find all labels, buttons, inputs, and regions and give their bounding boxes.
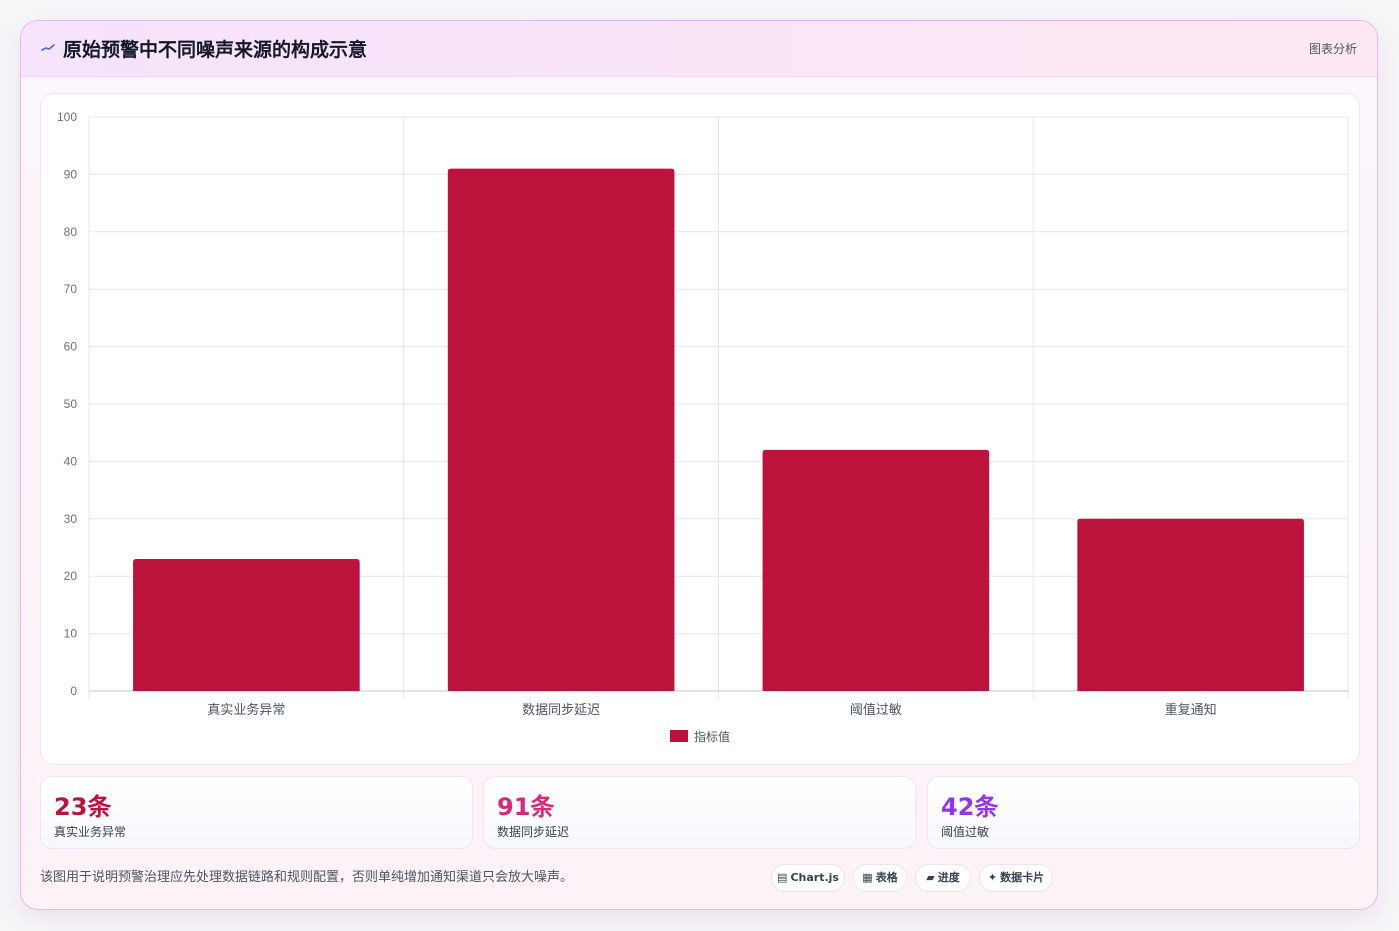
y-tick-label: 0	[70, 684, 77, 698]
tag-progress[interactable]: ▰ 进度	[915, 864, 971, 892]
tag-label: 数据卡片	[1000, 871, 1045, 884]
bar	[762, 449, 990, 691]
stat-value: 23条	[54, 793, 112, 821]
y-tick-label: 50	[64, 397, 78, 411]
chart-panel: 0 10 20 30 40 50 60 70 80 90 100 真实业务异常 数据同步延迟 阈值过敏 重复…	[40, 93, 1360, 765]
y-tick-label: 100	[57, 110, 77, 124]
legend-swatch	[669, 730, 688, 742]
y-tick-label: 90	[64, 167, 78, 181]
stat-card: 23条 真实业务异常	[40, 776, 473, 849]
chart-legend[interactable]: 指标值	[41, 728, 1359, 744]
progress-icon: ▰	[926, 871, 935, 884]
stat-label: 数据同步延迟	[497, 825, 570, 839]
x-tick-label: 阈值过敏	[850, 702, 902, 718]
tag-label: 进度	[937, 871, 960, 884]
bar-chart: 0 10 20 30 40 50 60 70 80 90 100 真实业务异常 数据同步延迟 阈值过敏 重复…	[57, 110, 1349, 718]
y-tick-label: 10	[64, 627, 78, 641]
tag-table[interactable]: ▦ 表格	[853, 864, 907, 892]
bar	[133, 558, 360, 691]
stat-value: 91条	[497, 793, 555, 821]
stat-card: 42条 阈值过敏	[927, 776, 1360, 849]
footer-note: 该图用于说明预警治理应先处理数据链路和规则配置，否则单纯增加通知渠道只会放大噪声…	[40, 870, 574, 885]
card-header: 原始预警中不同噪声来源的构成示意 图表分析	[21, 21, 1377, 77]
sparkle-icon: ✦	[987, 871, 998, 884]
chart-card: 原始预警中不同噪声来源的构成示意 图表分析 0 10 20 30 40 50 60 70 80 9…	[20, 20, 1378, 910]
y-tick-label: 80	[64, 225, 78, 239]
chart-type-label: 图表分析	[1308, 42, 1357, 56]
tag-chartjs[interactable]: ▤ Chart.js	[771, 864, 845, 892]
x-tick-label: 数据同步延迟	[522, 703, 600, 718]
y-tick-label: 60	[64, 340, 78, 354]
stat-label: 阈值过敏	[941, 825, 990, 839]
x-tick-label: 重复通知	[1165, 702, 1217, 718]
y-tick-label: 40	[64, 454, 78, 468]
tag-label: Chart.js	[790, 871, 839, 884]
stat-cards: 23条 真实业务异常 91条 数据同步延迟 42条 阈值过敏	[40, 776, 1360, 849]
x-tick-label: 真实业务异常	[207, 702, 285, 718]
chart-icon: ▤	[777, 871, 788, 884]
bar	[1077, 518, 1304, 691]
tag-label: 表格	[875, 871, 898, 884]
trend-line-icon	[41, 44, 55, 51]
stat-value: 42条	[941, 793, 999, 821]
page-title: 原始预警中不同噪声来源的构成示意	[63, 39, 368, 61]
table-icon: ▦	[862, 871, 873, 884]
stat-card: 91条 数据同步延迟	[483, 776, 916, 849]
tag-data-card[interactable]: ✦ 数据卡片	[979, 864, 1053, 892]
bar	[447, 168, 675, 691]
y-tick-label: 70	[64, 282, 78, 296]
legend-label: 指标值	[693, 730, 730, 744]
y-tick-label: 30	[64, 512, 78, 526]
stat-label: 真实业务异常	[54, 825, 127, 839]
y-tick-label: 20	[64, 569, 78, 583]
